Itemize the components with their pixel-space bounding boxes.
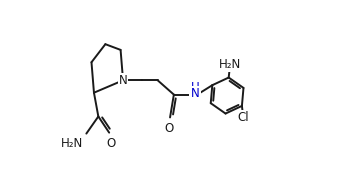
Text: H: H xyxy=(191,81,200,94)
Text: H₂N: H₂N xyxy=(61,137,83,150)
Text: O: O xyxy=(165,122,174,135)
Text: N: N xyxy=(190,87,199,100)
Text: H₂N: H₂N xyxy=(219,58,241,71)
Text: Cl: Cl xyxy=(237,111,249,124)
Text: N: N xyxy=(119,74,128,87)
Text: O: O xyxy=(106,137,116,150)
